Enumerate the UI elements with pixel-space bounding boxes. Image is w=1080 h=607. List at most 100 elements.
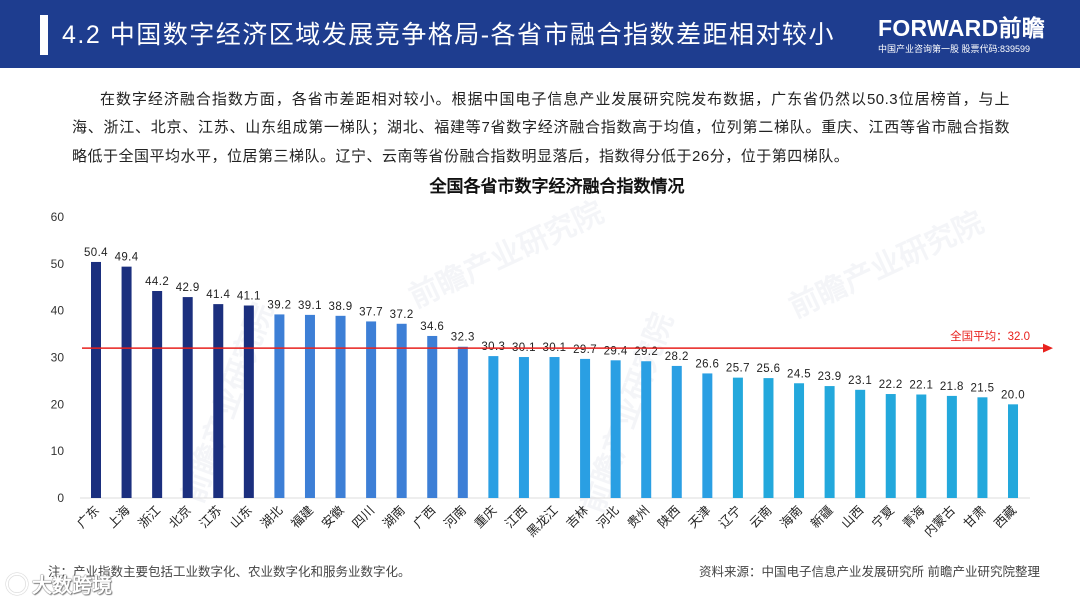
value-label: 26.6 [695,358,719,370]
bar [274,314,285,498]
value-label: 23.9 [818,371,842,383]
chart-title: 全国各省市数字经济融合指数情况 [429,177,685,196]
bar [671,365,682,498]
footer-source: 资料来源：中国电子信息产业发展研究所 前瞻产业研究院整理 [699,565,1040,579]
bar [855,389,866,498]
value-label: 39.1 [298,300,322,312]
value-label: 29.4 [604,345,628,357]
x-tick-label: 甘肃 [961,503,989,531]
bar [243,305,254,498]
x-tick-label: 海南 [777,503,805,531]
value-label: 25.6 [756,363,780,375]
x-tick-label: 安徽 [318,502,347,531]
bar [763,378,774,498]
y-tick-label: 60 [51,210,65,224]
x-tick-label: 江苏 [196,503,224,531]
value-label: 50.4 [84,247,108,259]
x-tick-label: 广西 [411,503,439,531]
average-line-label: 全国平均：32.0 [950,329,1030,343]
bar [580,358,591,498]
x-tick-label: 辽宁 [716,503,744,531]
logo-subtitle: 中国产业咨询第一股 股票代码:839599 [878,44,1031,54]
bar [702,373,713,498]
y-tick-label: 30 [51,351,65,365]
value-label: 41.1 [237,291,261,303]
paragraph-line-2: 海、浙江、北京、江苏、山东组成第一梯队；湖北、福建等7省数字经济融合指数高于均值… [72,119,1010,136]
y-tick-label: 50 [51,257,65,271]
value-label: 28.2 [665,351,689,363]
bar [794,383,805,498]
bar [641,361,652,498]
y-tick-label: 10 [51,444,65,458]
value-label: 20.0 [1001,389,1025,401]
bar [824,386,835,498]
bar [732,377,743,498]
x-tick-label: 吉林 [564,503,592,531]
value-label: 49.4 [115,252,139,264]
bar [1008,404,1019,498]
bar [457,346,468,498]
bar [488,356,499,498]
value-label: 22.1 [909,379,933,391]
x-tick-label: 云南 [746,503,774,531]
x-tick-label: 四川 [350,503,378,531]
bar [885,394,896,498]
bar [335,315,346,498]
x-tick-label: 浙江 [135,503,163,531]
value-label: 29.2 [634,346,658,358]
value-label: 37.7 [359,306,383,318]
x-tick-label: 广东 [75,503,103,531]
value-label: 21.5 [970,382,994,394]
bar [427,335,438,498]
footer-note: 注：产业指数主要包括工业数字化、农业数字化和服务业数字化。 [48,565,411,579]
average-line-arrow [1043,343,1053,353]
value-label: 21.8 [940,381,964,393]
x-tick-label: 北京 [166,503,194,531]
bar [152,290,163,498]
value-label: 30.3 [481,341,505,353]
value-label: 37.2 [390,309,414,321]
value-label: 32.3 [451,332,475,344]
header-accent-bar [40,15,48,55]
bar [396,323,407,498]
value-label: 41.4 [206,289,230,301]
x-tick-label: 山西 [839,503,867,531]
forward-logo: FORWARD前瞻 [878,15,1046,41]
y-tick-label: 40 [51,304,65,318]
paragraph-line-3: 略低于全国平均水平，位居第三梯队。辽宁、云南等省份融合指数明显落后，指数得分低于… [72,148,850,165]
value-label: 38.9 [329,301,353,313]
x-tick-label: 内蒙古 [921,503,958,540]
bar [549,357,560,498]
header-banner: 4.2 中国数字经济区域发展竞争格局-各省市融合指数差距相对较小 FORWARD… [0,0,1080,68]
brand-logo-icon [6,573,28,595]
value-label: 22.2 [879,379,903,391]
brand-watermark-text: 大数跨境 [32,575,112,597]
x-tick-label: 福建 [288,502,317,531]
x-tick-label: 宁夏 [869,502,898,531]
bar [610,360,621,498]
bar [182,297,193,498]
bar [946,395,957,498]
bar [91,261,101,498]
x-tick-label: 黑龙江 [524,503,560,539]
value-label: 23.1 [848,375,872,387]
bar [366,321,377,498]
x-tick-label: 贵州 [625,503,653,531]
value-label: 39.2 [267,299,291,311]
value-label: 24.5 [787,368,811,380]
y-tick-label: 0 [57,491,64,505]
value-label: 25.7 [726,363,750,375]
value-label: 34.6 [420,321,444,333]
x-tick-label: 河北 [594,503,622,531]
x-tick-label: 上海 [104,502,133,531]
value-label: 44.2 [145,276,169,288]
x-tick-label: 山东 [227,503,255,531]
x-tick-label: 天津 [686,503,714,531]
page-title: 4.2 中国数字经济区域发展竞争格局-各省市融合指数差距相对较小 [62,21,836,49]
bar [518,357,529,498]
x-tick-label: 湖北 [257,502,286,531]
bar [213,304,224,498]
paragraph-line-1: 在数字经济融合指数方面，各省市差距相对较小。根据中国电子信息产业发展研究院发布数… [100,91,1010,108]
x-tick-label: 湖南 [379,503,407,531]
